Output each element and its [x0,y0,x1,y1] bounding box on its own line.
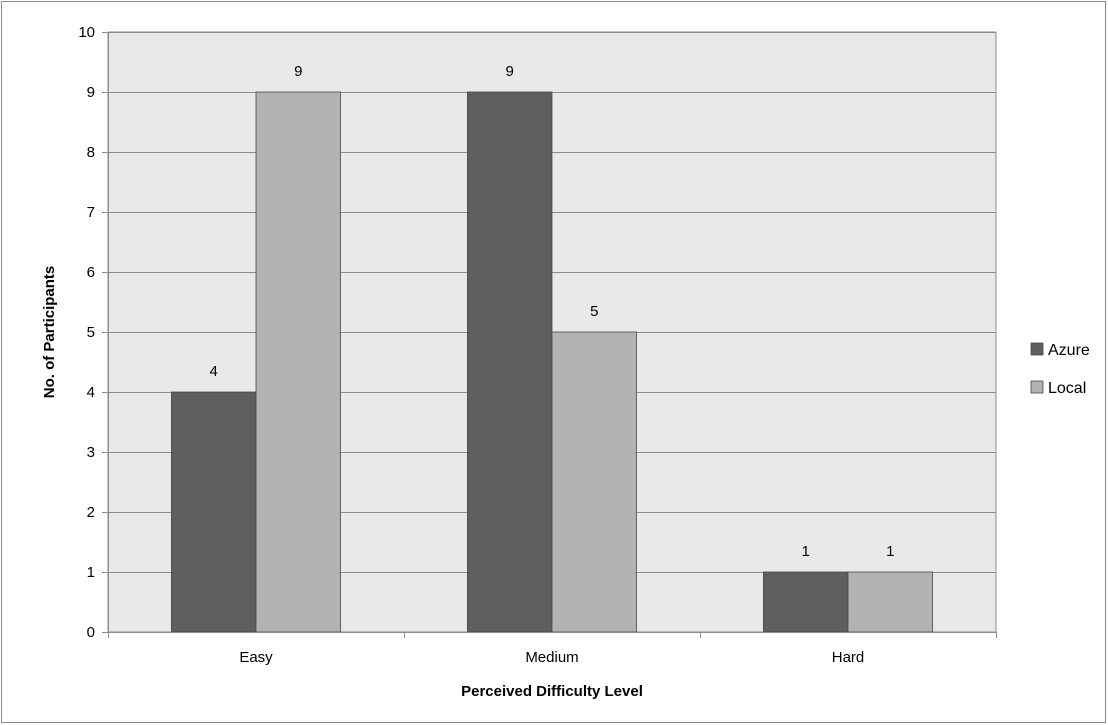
x-tick-label: Easy [239,649,273,666]
x-tick-label: Medium [525,649,578,666]
y-tick-label: 7 [87,204,95,221]
y-tick-label: 8 [87,144,95,161]
legend-label-azure: Azure [1048,342,1090,359]
bars [171,91,933,633]
x-tick-label: Hard [832,649,865,666]
x-axis-ticks: Easy Medium Hard [239,649,864,666]
legend-label-local: Local [1048,380,1086,397]
bar-local-easy [255,91,341,633]
y-axis-ticks: 0 1 2 3 4 5 6 7 8 9 10 [78,24,108,641]
y-tick-label: 6 [87,264,95,281]
y-tick-label: 0 [87,624,95,641]
y-tick-label: 10 [78,24,95,41]
data-label: 4 [210,363,218,380]
legend-swatch-local [1030,380,1044,394]
y-tick-label: 9 [87,84,95,101]
data-label: 9 [506,63,514,80]
bar-azure-hard [763,571,849,633]
y-tick-label: 1 [87,564,95,581]
bar-azure-easy [171,391,257,633]
y-tick-label: 2 [87,504,95,521]
legend-swatch-azure [1030,342,1044,356]
bar-azure-medium [467,91,553,633]
y-tick-label: 4 [87,384,95,401]
legend: Azure Local [1030,342,1090,397]
bar-local-hard [847,571,933,633]
y-tick-label: 3 [87,444,95,461]
x-axis [108,32,997,638]
y-tick-label: 5 [87,324,95,341]
data-label: 5 [590,303,598,320]
data-labels: 4 9 9 5 1 1 [210,63,895,560]
bar-local-medium [551,331,637,633]
data-label: 1 [886,543,894,560]
data-label: 9 [294,63,302,80]
data-label: 1 [802,543,810,560]
y-axis-title: No. of Participants [41,266,58,399]
x-axis-title: Perceived Difficulty Level [461,683,643,700]
